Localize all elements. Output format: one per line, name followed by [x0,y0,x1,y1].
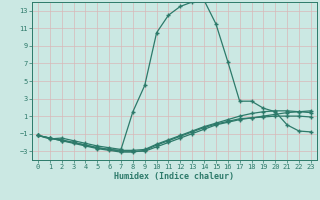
X-axis label: Humidex (Indice chaleur): Humidex (Indice chaleur) [115,172,234,181]
